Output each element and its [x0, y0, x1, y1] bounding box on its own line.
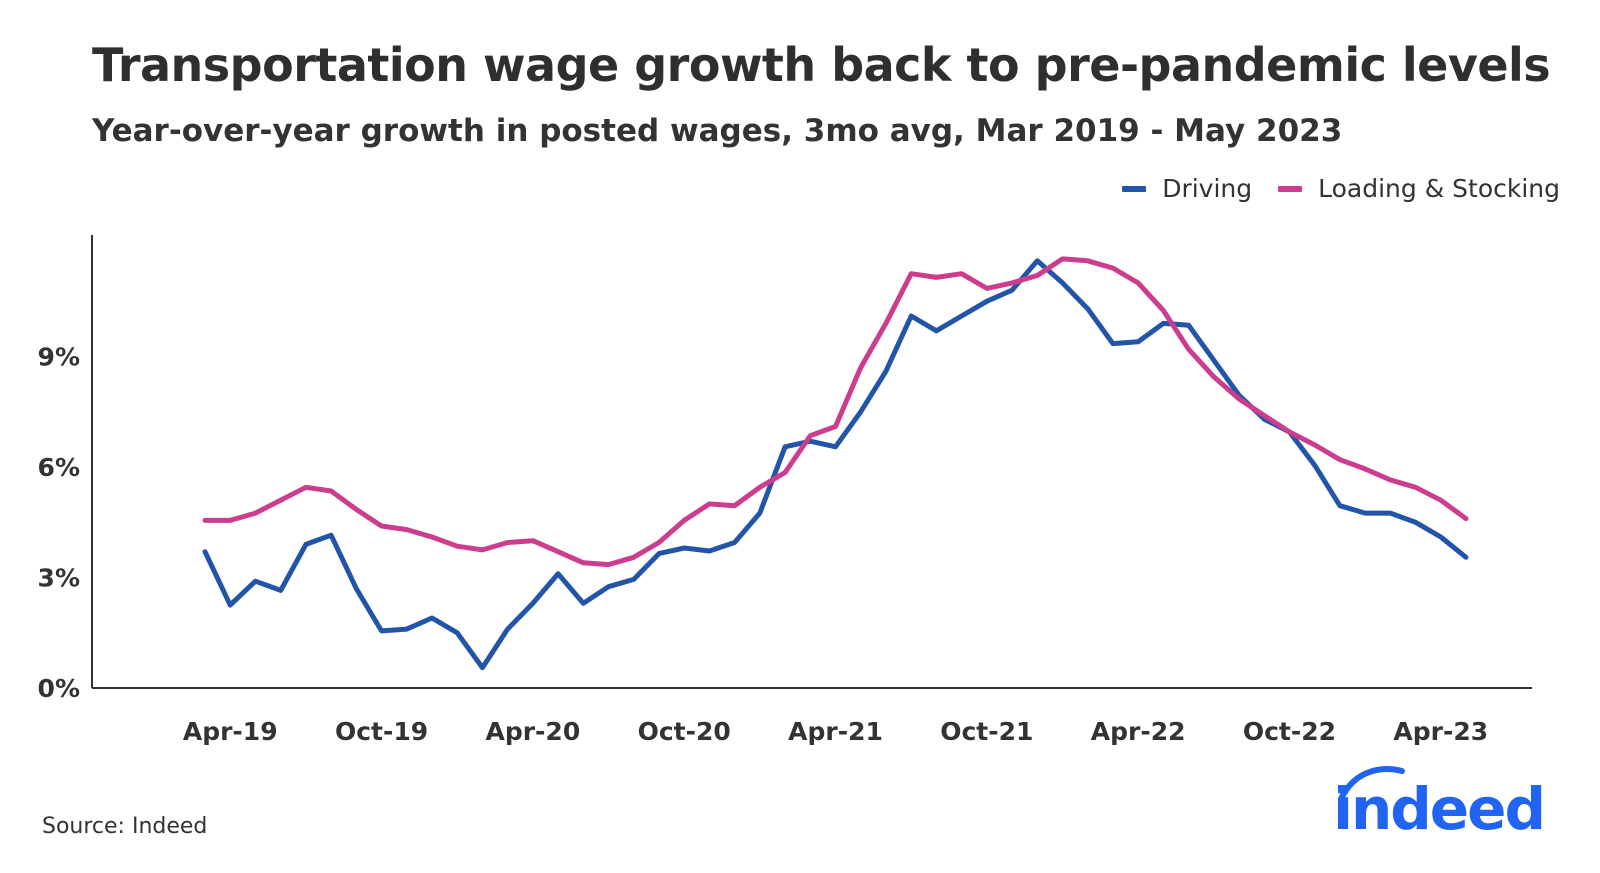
x-tick-label: Apr-20 — [485, 717, 580, 746]
source-note: Source: Indeed — [42, 814, 208, 839]
legend-label-driving: Driving — [1162, 174, 1253, 203]
logo-arc-icon — [1339, 766, 1405, 800]
legend-label-loading-stocking: Loading & Stocking — [1318, 174, 1560, 203]
logo-wordmark: indeed — [1333, 775, 1546, 843]
x-tick-label: Oct-22 — [1243, 717, 1336, 746]
indeed-logo: indeed — [1333, 763, 1546, 843]
series-line-driving — [202, 258, 1469, 671]
x-tick-label: Oct-20 — [638, 717, 731, 746]
legend: Driving Loading & Stocking — [1096, 174, 1560, 203]
series-layer — [202, 256, 1469, 671]
x-tick-label: Apr-22 — [1091, 717, 1186, 746]
axes — [91, 235, 1532, 689]
x-tick-label: Apr-23 — [1393, 717, 1488, 746]
y-tick-label: 6% — [38, 453, 80, 482]
y-tick-label: 9% — [38, 343, 80, 372]
y-tick-label: 3% — [38, 564, 80, 593]
legend-item-driving: Driving — [1122, 174, 1252, 203]
ticks-layer: 0% 3% 6% 9% Apr-19 Oct-19 Apr-20 Oct-20 Apr-21 Oc… — [38, 343, 1489, 746]
x-tick-label: Apr-19 — [183, 717, 278, 746]
y-tick-label: 0% — [38, 674, 80, 703]
legend-swatch-loading-stocking — [1278, 185, 1303, 192]
x-tick-label: Oct-19 — [335, 717, 428, 746]
legend-swatch-driving — [1122, 185, 1147, 192]
series-line-loading-stocking — [202, 256, 1469, 568]
chart-subtitle: Year-over-year growth in posted wages, 3… — [92, 113, 1343, 149]
x-tick-label: Apr-21 — [788, 717, 883, 746]
legend-item-loading-stocking: Loading & Stocking — [1278, 174, 1560, 203]
x-tick-label: Oct-21 — [940, 717, 1033, 746]
chart-title: Transportation wage growth back to pre-p… — [92, 38, 1551, 92]
